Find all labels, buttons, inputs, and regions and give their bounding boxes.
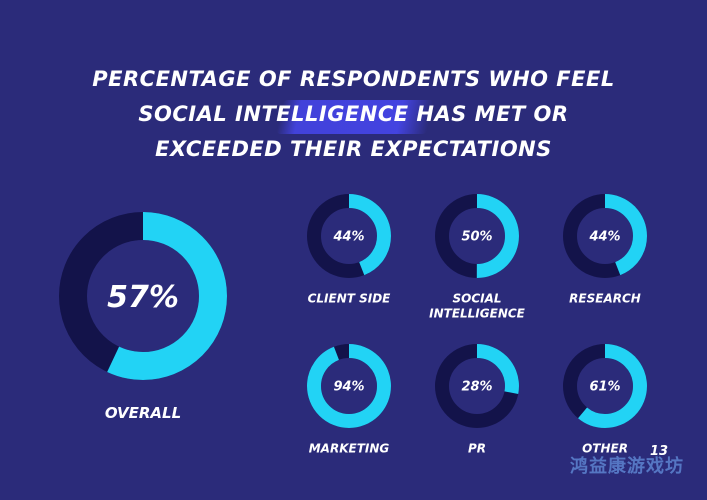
donut-value-arc: [307, 194, 391, 278]
donut-value-label: 44%: [588, 230, 620, 245]
donut-value-label: 57%: [107, 280, 179, 315]
title-line: SOCIAL INTELLIGENCE HAS MET OR: [138, 102, 569, 126]
donut-marketing: 94% MARKETING: [307, 344, 391, 456]
donut-overall: 57% OVERALL: [59, 212, 227, 422]
donut-pr: 28% PR: [435, 344, 519, 456]
donut-category-label: INTELLIGENCE: [429, 307, 526, 321]
donut-other: 61% OTHER: [563, 344, 647, 456]
donut-category-label: OTHER: [582, 442, 628, 456]
donut-value-arc: [59, 212, 227, 380]
donut-value-label: 61%: [589, 380, 620, 395]
donut-value-arc: [563, 344, 647, 428]
chart-title: PERCENTAGE OF RESPONDENTS WHO FEEL SOCIA…: [0, 62, 707, 167]
donut-category-label: RESEARCH: [569, 292, 641, 306]
donut-research: 44% RESEARCH: [563, 194, 647, 306]
watermark: 鸿益康游戏坊: [570, 456, 684, 477]
title-line: PERCENTAGE OF RESPONDENTS WHO FEEL: [92, 67, 615, 91]
donut-category-label: MARKETING: [309, 442, 390, 456]
donut-client-side: 44% CLIENT SIDE: [307, 194, 392, 306]
donut-value-arc: [563, 194, 647, 278]
donut-value-label: 50%: [461, 230, 492, 245]
page-number: 13: [650, 444, 669, 459]
donut-value-arc: [435, 344, 519, 428]
donut-category-label: OVERALL: [105, 404, 181, 422]
donut-value-arc: [307, 344, 391, 428]
donut-category-label: PR: [468, 442, 486, 456]
title-line: EXCEEDED THEIR EXPECTATIONS: [155, 137, 552, 161]
donut-value-label: 44%: [332, 230, 364, 245]
donut-value-label: 28%: [461, 380, 492, 395]
donut-category-label: SOCIAL: [452, 292, 501, 306]
donut-value-label: 94%: [333, 380, 364, 395]
donut-value-arc: [435, 194, 519, 278]
donut-category-label: CLIENT SIDE: [308, 292, 392, 306]
